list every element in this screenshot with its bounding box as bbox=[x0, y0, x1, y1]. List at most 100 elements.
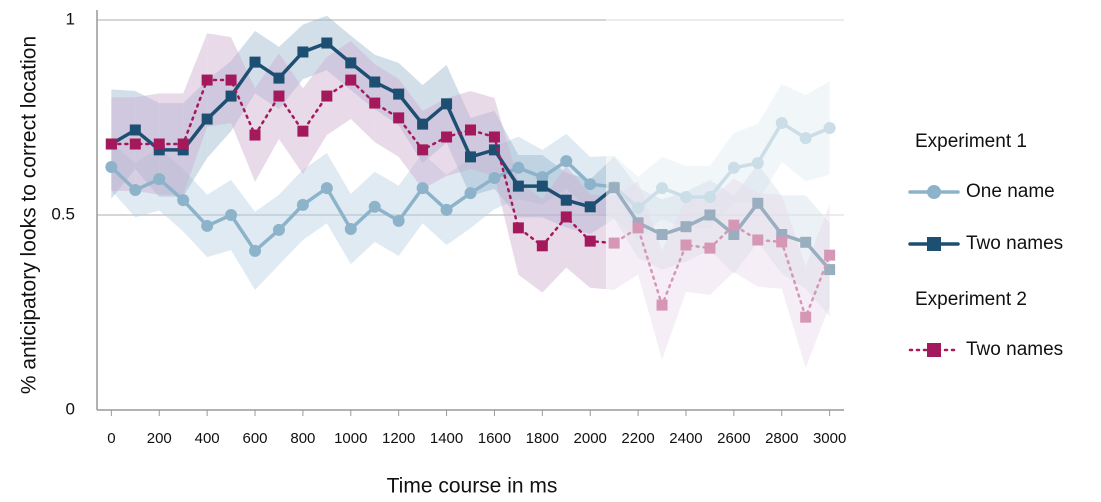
data-point bbox=[369, 97, 381, 109]
data-point bbox=[441, 98, 453, 110]
x-tick-label: 1200 bbox=[382, 430, 415, 447]
data-point bbox=[296, 198, 309, 211]
confidence-band bbox=[159, 93, 184, 195]
x-tick-label: 2400 bbox=[669, 430, 702, 447]
data-point bbox=[345, 74, 357, 86]
data-point bbox=[488, 131, 500, 143]
legend-title: Experiment 1 bbox=[915, 131, 1027, 152]
data-point bbox=[225, 74, 237, 86]
legend-label: One name bbox=[966, 181, 1055, 202]
data-point bbox=[153, 138, 165, 150]
confidence-band bbox=[207, 179, 232, 258]
data-point bbox=[272, 223, 285, 236]
data-point bbox=[369, 76, 381, 88]
data-point bbox=[440, 203, 453, 216]
data-point bbox=[249, 129, 261, 141]
data-point bbox=[273, 72, 285, 84]
confidence-band bbox=[566, 166, 591, 288]
data-point bbox=[201, 74, 213, 86]
y-tick-label: 0.5 bbox=[51, 204, 75, 223]
data-point bbox=[129, 124, 141, 136]
data-point bbox=[249, 56, 261, 68]
legend-marker bbox=[927, 185, 941, 199]
data-point bbox=[441, 131, 453, 143]
confidence-band bbox=[398, 62, 423, 164]
data-point bbox=[465, 124, 476, 136]
x-tick-label: 400 bbox=[195, 430, 220, 447]
legend: Experiment 1 One name Two names Experiment … bbox=[908, 131, 1063, 360]
data-point bbox=[177, 144, 189, 156]
confidence-band bbox=[494, 110, 519, 218]
x-tick-label: 2600 bbox=[717, 430, 750, 447]
data-point bbox=[392, 214, 405, 227]
data-point bbox=[320, 182, 333, 195]
data-point bbox=[368, 200, 381, 213]
data-point bbox=[512, 180, 524, 192]
data-point bbox=[321, 37, 333, 49]
data-point bbox=[584, 235, 596, 247]
data-point bbox=[560, 155, 573, 168]
data-point bbox=[393, 112, 405, 124]
confidence-band bbox=[326, 41, 351, 136]
legend-label: Two names bbox=[966, 339, 1063, 360]
data-point bbox=[177, 194, 190, 207]
x-tick-label: 3000 bbox=[813, 430, 846, 447]
x-tick-label: 200 bbox=[147, 430, 172, 447]
x-tick-label: 2200 bbox=[621, 430, 654, 447]
data-point bbox=[512, 222, 524, 234]
data-point bbox=[225, 209, 238, 221]
x-tick-label: 0 bbox=[107, 430, 115, 447]
fade-overlay bbox=[606, 10, 846, 408]
data-point bbox=[560, 194, 572, 206]
data-point bbox=[393, 88, 405, 100]
data-point bbox=[536, 240, 548, 252]
data-point bbox=[297, 46, 309, 58]
x-tick-label: 1000 bbox=[334, 430, 367, 447]
data-point bbox=[344, 223, 357, 236]
data-point bbox=[560, 211, 572, 223]
data-point bbox=[129, 138, 141, 150]
data-point bbox=[464, 187, 477, 200]
data-point bbox=[153, 144, 165, 156]
axes: 0 0.5 1 0 200 400 600 800 1000 1200 1400 1600 1800 20… bbox=[51, 9, 846, 446]
legend-title: Experiment 2 bbox=[915, 289, 1027, 310]
data-point bbox=[584, 178, 597, 191]
data-point bbox=[105, 161, 118, 174]
y-axis-title: % anticipatory looks to correct location bbox=[18, 36, 41, 394]
confidence-band bbox=[183, 80, 208, 197]
legend-marker bbox=[927, 237, 941, 251]
data-point bbox=[225, 90, 237, 102]
x-tick-label: 2000 bbox=[574, 430, 607, 447]
data-point bbox=[488, 144, 500, 156]
data-point bbox=[512, 161, 525, 174]
data-point bbox=[488, 171, 501, 184]
data-point bbox=[105, 138, 117, 150]
x-tick-label: 1800 bbox=[526, 430, 559, 447]
data-point bbox=[465, 151, 476, 163]
y-tick-label: 0 bbox=[66, 399, 75, 418]
data-point bbox=[177, 138, 189, 150]
x-tick-label: 1400 bbox=[430, 430, 463, 447]
confidence-band bbox=[374, 64, 399, 157]
data-point bbox=[297, 125, 309, 137]
x-tick-label: 1600 bbox=[478, 430, 511, 447]
data-point bbox=[416, 182, 429, 195]
data-point bbox=[129, 184, 142, 197]
data-point bbox=[417, 144, 429, 156]
data-point bbox=[273, 90, 285, 102]
confidence-band bbox=[302, 57, 327, 175]
data-point bbox=[321, 90, 333, 102]
x-tick-label: 600 bbox=[243, 430, 268, 447]
confidence-band bbox=[494, 98, 519, 275]
y-tick-label: 1 bbox=[66, 9, 75, 28]
data-point bbox=[417, 118, 429, 130]
confidence-band bbox=[278, 53, 303, 175]
data-point bbox=[249, 244, 262, 257]
x-tick-label: 2800 bbox=[765, 430, 798, 447]
data-point bbox=[536, 180, 548, 192]
data-point bbox=[584, 201, 596, 213]
data-point bbox=[201, 219, 214, 232]
legend-marker bbox=[927, 343, 941, 357]
legend-label: Two names bbox=[966, 233, 1063, 254]
data-point bbox=[536, 171, 549, 184]
